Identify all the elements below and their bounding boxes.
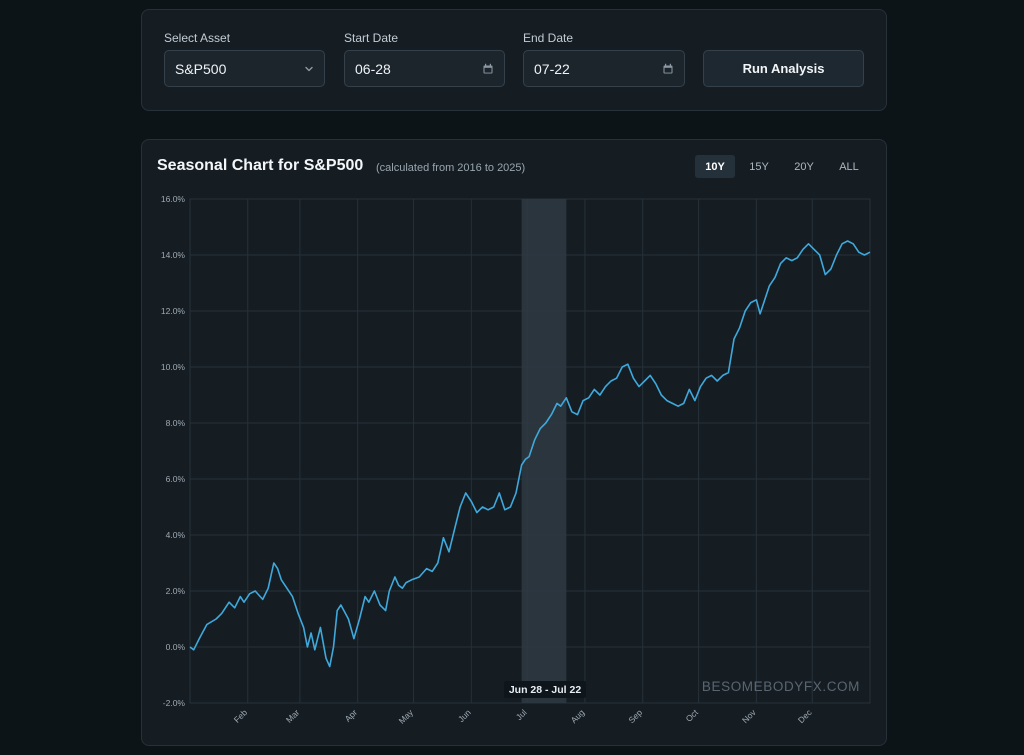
chart-subtitle: (calculated from 2016 to 2025) bbox=[376, 162, 526, 174]
controls-panel: Select Asset S&P500 Start Date 06-28 End… bbox=[141, 9, 887, 111]
asset-select-label: Select Asset bbox=[164, 31, 231, 45]
y-tick-label: 16.0% bbox=[161, 194, 186, 204]
x-tick-label: Jun bbox=[456, 707, 473, 724]
x-tick-label: Jul bbox=[514, 707, 529, 722]
x-tick-label: Sep bbox=[626, 707, 644, 725]
calendar-icon[interactable] bbox=[482, 63, 494, 75]
chart-panel: Seasonal Chart for S&P500 (calculated fr… bbox=[141, 139, 887, 746]
highlight-tooltip: Jun 28 - Jul 22 bbox=[504, 681, 586, 698]
x-tick-label: Mar bbox=[284, 707, 302, 725]
x-tick-label: Oct bbox=[684, 707, 701, 724]
y-tick-label: 12.0% bbox=[161, 306, 186, 316]
y-tick-label: 6.0% bbox=[166, 474, 186, 484]
seasonal-chart: -2.0% 0.0% 2.0% 4.0% 6.0% 8.0% 10.0% 12.0% 14.0%… bbox=[161, 194, 871, 726]
y-tick-label: 14.0% bbox=[161, 250, 186, 260]
x-axis: Feb Mar Apr May Jun Jul Aug Sep Oct Nov Dec bbox=[232, 707, 814, 726]
calendar-icon[interactable] bbox=[662, 63, 674, 75]
watermark: BESOMEBODYFX.COM bbox=[702, 679, 860, 694]
start-date-value: 06-28 bbox=[355, 60, 391, 77]
asset-select[interactable]: S&P500 bbox=[164, 50, 325, 87]
x-tick-label: Nov bbox=[740, 707, 758, 725]
range-button-20y[interactable]: 20Y bbox=[794, 160, 814, 173]
series-line bbox=[189, 240, 871, 668]
x-tick-label: Aug bbox=[569, 707, 587, 725]
x-tick-label: May bbox=[397, 707, 416, 726]
end-date-input[interactable]: 07-22 bbox=[523, 50, 685, 87]
highlight-label: Jun 28 - Jul 22 bbox=[509, 684, 582, 696]
chevron-down-icon bbox=[304, 64, 314, 74]
y-tick-label: 2.0% bbox=[166, 586, 186, 596]
chart-title: Seasonal Chart for S&P500 bbox=[157, 157, 364, 174]
y-tick-label: 10.0% bbox=[161, 362, 186, 372]
end-date-label: End Date bbox=[523, 31, 574, 45]
range-button-all[interactable]: ALL bbox=[839, 160, 859, 173]
start-date-input[interactable]: 06-28 bbox=[344, 50, 505, 87]
y-tick-label: 8.0% bbox=[166, 418, 186, 428]
start-date-label: Start Date bbox=[344, 31, 399, 45]
x-tick-label: Apr bbox=[343, 707, 360, 724]
y-axis: -2.0% 0.0% 2.0% 4.0% 6.0% 8.0% 10.0% 12.0% 14.0%… bbox=[161, 194, 186, 708]
end-date-value: 07-22 bbox=[534, 60, 570, 77]
x-tick-label: Feb bbox=[232, 707, 250, 725]
x-tick-label: Dec bbox=[796, 707, 814, 725]
highlight-band bbox=[521, 199, 567, 703]
y-tick-label: 0.0% bbox=[166, 642, 186, 652]
asset-select-value: S&P500 bbox=[175, 60, 227, 77]
range-button-10y[interactable]: 10Y bbox=[695, 155, 735, 178]
range-button-15y[interactable]: 15Y bbox=[749, 160, 769, 173]
y-tick-label: 4.0% bbox=[166, 530, 186, 540]
y-tick-label: -2.0% bbox=[163, 698, 186, 708]
run-analysis-button[interactable]: Run Analysis bbox=[703, 50, 864, 87]
